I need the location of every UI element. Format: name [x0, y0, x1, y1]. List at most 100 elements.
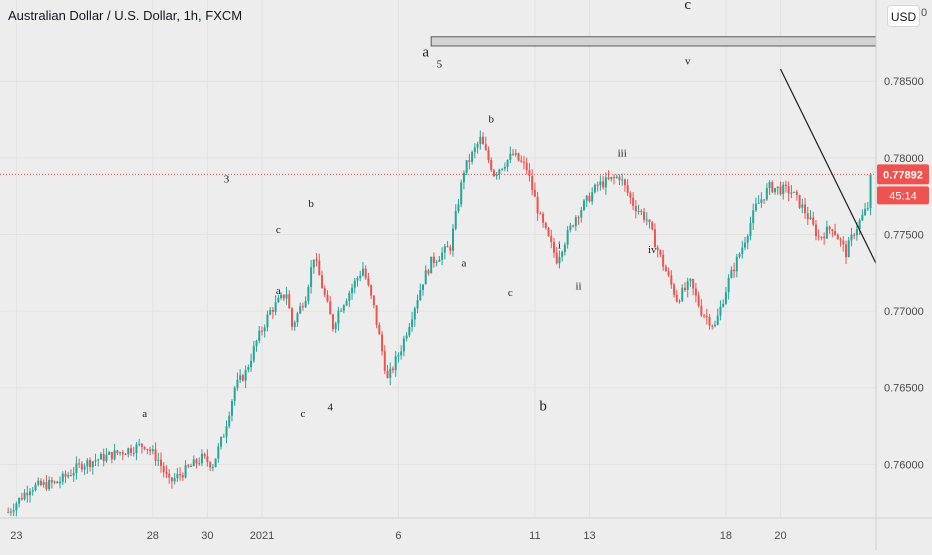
up-candle — [757, 202, 760, 204]
x-tick-label: 20 — [774, 530, 786, 542]
up-candle — [408, 326, 411, 336]
down-candle — [89, 460, 92, 468]
up-candle — [15, 503, 18, 511]
down-candle — [39, 480, 42, 486]
up-candle — [83, 466, 86, 470]
down-candle — [525, 162, 528, 171]
down-candle — [779, 186, 782, 195]
down-candle — [381, 334, 384, 352]
up-candle — [394, 356, 397, 371]
up-candle — [198, 463, 201, 465]
wave-label: 3 — [224, 173, 230, 185]
up-candle — [220, 437, 223, 447]
down-candle — [596, 184, 599, 186]
down-candle — [370, 285, 373, 296]
down-candle — [588, 195, 591, 202]
y-tick-label: 0.77000 — [884, 306, 924, 318]
up-candle — [621, 179, 624, 181]
up-candle — [252, 346, 255, 361]
down-candle — [129, 448, 132, 453]
up-candle — [735, 256, 738, 272]
down-candle — [733, 269, 736, 272]
down-candle — [823, 236, 826, 239]
up-candle — [741, 247, 744, 254]
countdown-value: 45:14 — [889, 190, 917, 202]
wave-label: a — [422, 45, 429, 61]
symbol-title[interactable]: Australian Dollar / U.S. Dollar, 1h, FXC… — [8, 8, 243, 23]
up-candle — [727, 277, 730, 293]
up-candle — [296, 313, 299, 323]
down-candle — [700, 305, 703, 316]
down-candle — [301, 306, 304, 308]
down-candle — [517, 153, 520, 161]
up-candle — [765, 188, 768, 200]
up-candle — [749, 223, 752, 236]
up-candle — [359, 275, 362, 279]
down-candle — [828, 226, 831, 230]
grid — [0, 0, 876, 518]
down-candle — [484, 144, 487, 150]
up-candle — [53, 481, 56, 483]
up-candle — [689, 279, 692, 282]
down-candle — [664, 266, 667, 272]
up-candle — [460, 182, 463, 205]
up-candle — [151, 449, 154, 452]
down-candle — [771, 181, 774, 193]
wave-label: 4 — [327, 402, 333, 414]
down-candle — [577, 217, 580, 219]
down-candle — [626, 185, 629, 193]
down-candle — [162, 465, 165, 473]
up-candle — [263, 327, 266, 332]
up-candle — [501, 168, 504, 170]
down-candle — [839, 239, 842, 241]
up-candle — [506, 159, 509, 168]
down-candle — [528, 170, 531, 176]
down-candle — [784, 184, 787, 187]
up-candle — [738, 253, 741, 257]
wave-label: b — [308, 198, 314, 210]
up-candle — [138, 443, 141, 445]
down-candle — [168, 473, 171, 478]
down-candle — [812, 217, 815, 225]
up-candle — [441, 252, 444, 260]
up-candle — [438, 259, 441, 262]
down-candle — [492, 170, 495, 176]
up-candle — [558, 256, 561, 264]
up-candle — [236, 379, 239, 388]
down-candle — [288, 294, 291, 309]
up-candle — [211, 467, 214, 469]
candles — [7, 130, 872, 517]
up-candle — [473, 147, 476, 152]
down-candle — [555, 252, 558, 264]
price-tag — [877, 164, 929, 185]
up-candle — [471, 151, 474, 162]
down-candle — [798, 194, 801, 208]
up-candle — [72, 472, 75, 476]
down-candle — [763, 199, 766, 201]
up-candle — [127, 448, 130, 455]
down-candle — [78, 463, 81, 465]
down-candle — [181, 475, 184, 478]
up-candle — [9, 511, 12, 513]
down-candle — [613, 176, 616, 178]
down-candle — [814, 224, 817, 237]
currency-button[interactable]: USD — [887, 5, 920, 27]
down-candle — [149, 449, 152, 452]
up-candle — [239, 375, 242, 380]
down-candle — [45, 482, 48, 490]
up-candle — [413, 308, 416, 320]
up-candle — [421, 284, 424, 290]
down-candle — [124, 454, 127, 456]
up-candle — [307, 286, 310, 302]
up-candle — [258, 330, 261, 341]
down-candle — [241, 375, 244, 381]
up-candle — [435, 261, 438, 263]
down-candle — [831, 229, 834, 232]
up-candle — [637, 210, 640, 212]
up-candle — [591, 192, 594, 202]
up-candle — [12, 510, 15, 512]
up-candle — [113, 450, 116, 460]
